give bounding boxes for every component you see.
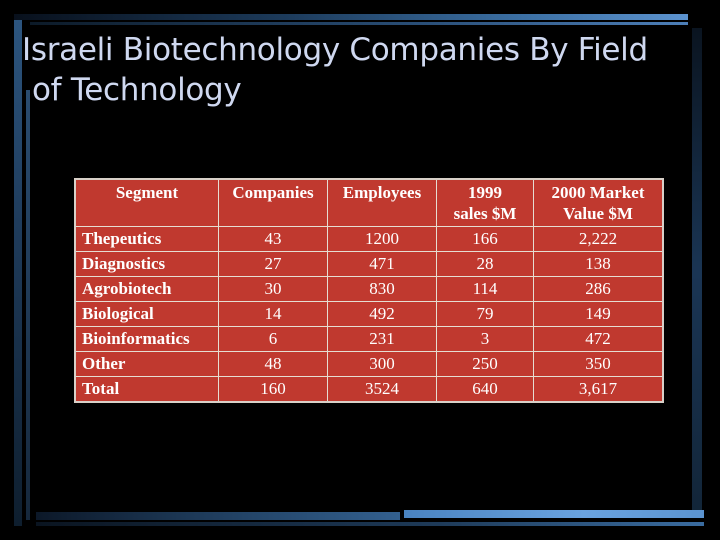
frame-bar-top-inner xyxy=(30,22,688,25)
header-segment: Segment xyxy=(74,178,219,227)
cell-sales: 250 xyxy=(436,351,534,377)
frame-bar-right xyxy=(692,28,702,518)
slide-title: Israeli Biotechnology Companies By Field… xyxy=(22,30,682,110)
cell-employees: 1200 xyxy=(327,226,437,252)
cell-market-value: 149 xyxy=(533,301,664,327)
cell-market-value: 2,222 xyxy=(533,226,664,252)
table-row-total: Total 160 3524 640 3,617 xyxy=(74,376,664,403)
cell-segment: Thepeutics xyxy=(74,226,219,252)
cell-market-value: 472 xyxy=(533,326,664,352)
cell-segment: Other xyxy=(74,351,219,377)
cell-employees: 830 xyxy=(327,276,437,302)
header-2000-market-value: 2000 Market Value $M xyxy=(533,178,664,227)
cell-companies: 48 xyxy=(218,351,328,377)
frame-bar-bottom-right xyxy=(404,510,704,518)
cell-segment: Diagnostics xyxy=(74,251,219,277)
frame-bar-bottom-inner xyxy=(36,522,704,526)
cell-sales: 79 xyxy=(436,301,534,327)
table-row: Biological 14 492 79 149 xyxy=(74,301,664,327)
cell-sales: 114 xyxy=(436,276,534,302)
table-header-row: Segment Companies Employees 1999 sales $M… xyxy=(74,178,664,227)
cell-companies: 27 xyxy=(218,251,328,277)
table-row: Bioinformatics 6 231 3 472 xyxy=(74,326,664,352)
cell-sales: 28 xyxy=(436,251,534,277)
frame-bar-left xyxy=(14,20,22,526)
cell-companies: 30 xyxy=(218,276,328,302)
cell-companies: 160 xyxy=(218,376,328,403)
biotech-table: Segment Companies Employees 1999 sales $M… xyxy=(74,178,664,403)
cell-employees: 3524 xyxy=(327,376,437,403)
header-companies: Companies xyxy=(218,178,328,227)
cell-market-value: 350 xyxy=(533,351,664,377)
slide-title-line-2: of Technology xyxy=(32,72,242,108)
table-row: Agrobiotech 30 830 114 286 xyxy=(74,276,664,302)
cell-sales: 640 xyxy=(436,376,534,403)
cell-segment: Bioinformatics xyxy=(74,326,219,352)
cell-companies: 14 xyxy=(218,301,328,327)
cell-employees: 300 xyxy=(327,351,437,377)
cell-segment: Biological xyxy=(74,301,219,327)
header-employees: Employees xyxy=(327,178,437,227)
table-row: Diagnostics 27 471 28 138 xyxy=(74,251,664,277)
cell-market-value: 286 xyxy=(533,276,664,302)
cell-sales: 3 xyxy=(436,326,534,352)
cell-segment: Agrobiotech xyxy=(74,276,219,302)
cell-companies: 6 xyxy=(218,326,328,352)
frame-bar-left-inner xyxy=(26,90,30,520)
cell-employees: 471 xyxy=(327,251,437,277)
cell-employees: 492 xyxy=(327,301,437,327)
cell-companies: 43 xyxy=(218,226,328,252)
cell-employees: 231 xyxy=(327,326,437,352)
slide-title-line-1: Israeli Biotechnology Companies By Field xyxy=(22,32,648,68)
cell-market-value: 138 xyxy=(533,251,664,277)
frame-bar-bottom-left xyxy=(36,512,400,520)
cell-market-value: 3,617 xyxy=(533,376,664,403)
table-row: Other 48 300 250 350 xyxy=(74,351,664,377)
cell-sales: 166 xyxy=(436,226,534,252)
frame-bar-top xyxy=(14,14,688,20)
header-1999-sales: 1999 sales $M xyxy=(436,178,534,227)
table-row: Thepeutics 43 1200 166 2,222 xyxy=(74,226,664,252)
cell-segment: Total xyxy=(74,376,219,403)
